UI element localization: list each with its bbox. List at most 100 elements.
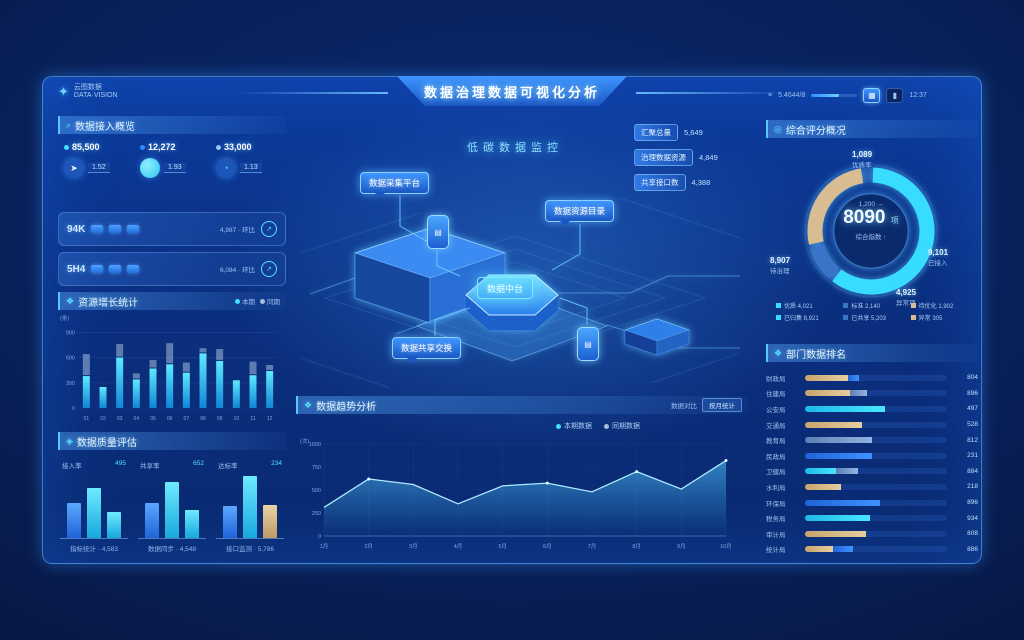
- rank-bar-track: [805, 374, 947, 381]
- rank-value: 884: [967, 467, 978, 475]
- topology-diagram: [300, 195, 740, 389]
- stat-item: 12,272 1.93: [134, 142, 210, 178]
- center-stat[interactable]: 治理数据资源 4,849: [634, 149, 718, 166]
- panel-overview-title: 数据接入概览: [75, 121, 136, 133]
- rank-row[interactable]: 教育局 812: [766, 436, 978, 446]
- rank-row[interactable]: 民政局 231: [766, 452, 978, 461]
- rank-value: 528: [967, 421, 978, 429]
- rank-row[interactable]: 审计局 808: [766, 530, 978, 539]
- rank-row[interactable]: 住建局 896: [766, 389, 978, 399]
- rank-value: 218: [967, 483, 978, 491]
- mini-bar: [223, 506, 237, 538]
- donut-legend-item[interactable]: 优质 4,021: [776, 301, 839, 310]
- trend-period-button[interactable]: 按月统计: [702, 398, 742, 412]
- app-logo: ✦ 云图数据 DATA·VISION: [58, 84, 118, 100]
- row-info: 4,987 · 环比: [219, 227, 255, 234]
- group-caption: 接口监测 · 5,786: [225, 546, 275, 553]
- stat-item: 85,500 ➤ 1.52: [58, 142, 134, 178]
- row-chip: [91, 265, 104, 273]
- rank-value: 808: [967, 530, 978, 538]
- rank-row[interactable]: 财政局 804: [766, 374, 978, 383]
- logo-text: 云图数据: [73, 84, 102, 91]
- tag-label: 数据资源目录: [554, 206, 606, 216]
- donut-legend-item[interactable]: 异常 305: [910, 313, 974, 322]
- quality-group: 共享率 652 数据同步 · 4,548: [138, 460, 206, 553]
- arrow-up-icon[interactable]: ↗: [261, 261, 277, 277]
- trend-icon[interactable]: ➤: [64, 158, 84, 178]
- svg-text:12: 12: [267, 416, 273, 422]
- rank-row[interactable]: 水利局 218: [766, 483, 978, 492]
- diagram-tag-share[interactable]: 数据共享交换: [392, 337, 462, 363]
- rank-row[interactable]: 税务局 934: [766, 514, 978, 524]
- center-stat[interactable]: 汇聚总量 5,649: [634, 124, 718, 141]
- donut-legend-item[interactable]: 已共享 5,203: [843, 313, 906, 322]
- rank-row[interactable]: 卫健局 884: [766, 467, 978, 477]
- list-item[interactable]: 5H4 6,084 · 环比 ↗: [58, 252, 286, 286]
- center-stat-value: 4,849: [699, 153, 718, 162]
- target-icon: ◎: [774, 123, 782, 134]
- title-bar: 数据治理数据可视化分析: [397, 76, 627, 106]
- diagram-tag-catalog[interactable]: 数据资源目录: [545, 200, 615, 226]
- panel-trend-title: 数据趋势分析: [316, 401, 377, 413]
- stat-subvalue: 1.93: [164, 163, 186, 173]
- mini-bar: [243, 475, 257, 538]
- rank-row[interactable]: 公安局 497: [766, 405, 978, 414]
- trend-aside: 数据对比: [671, 403, 697, 410]
- page-title: 数据治理数据可视化分析: [423, 84, 600, 100]
- group-caption: 数据同步 · 4,548: [147, 546, 197, 553]
- donut-legend-item[interactable]: 标准 2,140: [843, 301, 906, 310]
- gauge-icon[interactable]: ◔: [216, 158, 236, 178]
- legend-dot: [556, 423, 561, 429]
- rank-value: 886: [967, 545, 978, 553]
- arrow-up-icon[interactable]: ↗: [261, 221, 277, 237]
- rank-bar-track: [805, 437, 947, 444]
- svg-text:05: 05: [150, 416, 156, 422]
- stat-dot: [216, 144, 221, 150]
- trend-legend-item[interactable]: 本期数据: [556, 421, 592, 431]
- svg-text:01: 01: [84, 416, 90, 422]
- logo-subtext: DATA·VISION: [73, 92, 118, 99]
- rank-row[interactable]: 环保局 896: [766, 499, 978, 508]
- center-stat[interactable]: 共享接口数 4,388: [634, 174, 718, 191]
- rank-value: 812: [967, 436, 978, 444]
- overview-stats: 85,500 ➤ 1.52 12,272 1.93 33,000 ◔ 1.13: [58, 142, 286, 178]
- list-item[interactable]: 94K 4,987 · 环比 ↗: [58, 212, 286, 246]
- donut-legend-item[interactable]: 已归集 8,921: [776, 313, 839, 322]
- rank-bar-track: [805, 546, 947, 553]
- svg-text:6月: 6月: [543, 543, 552, 550]
- status-meter: [811, 93, 858, 97]
- svg-text:3月: 3月: [409, 543, 418, 550]
- node-pill-icon[interactable]: ▤: [427, 215, 449, 249]
- bar-legend: 本期 同期: [235, 296, 280, 306]
- svg-text:06: 06: [167, 416, 173, 422]
- title-wing-right: [636, 92, 786, 94]
- row-name: 5H4: [67, 263, 86, 275]
- row-chip: [127, 225, 140, 233]
- svg-text:10: 10: [234, 416, 240, 422]
- rank-bar-track: [805, 405, 947, 412]
- panel-trend: ❖ 数据趋势分析 数据对比 按月统计 (次) 1000 750 500 250 0 1月 2月…: [296, 396, 748, 559]
- panel-bars-title: 资源增长统计: [78, 297, 139, 309]
- rank-value: 804: [967, 374, 978, 382]
- trend-legend-item[interactable]: 同期数据: [604, 421, 640, 431]
- stat-subvalue: 1.13: [240, 163, 262, 173]
- svg-text:900: 900: [66, 330, 75, 336]
- node-pill-icon[interactable]: ▤: [577, 327, 599, 361]
- rank-bar-track: [805, 483, 947, 490]
- rank-value: 231: [967, 452, 978, 460]
- menu-icon[interactable]: ≡: [768, 91, 773, 99]
- diagram-tag-collect[interactable]: 数据采集平台: [360, 172, 430, 198]
- legend-dot: [235, 298, 240, 304]
- magnifier-icon: ⌕: [66, 119, 72, 130]
- mini-bar: [67, 502, 81, 538]
- dashboard-icon[interactable]: ▦: [863, 87, 881, 103]
- rank-row[interactable]: 统计局 886: [766, 545, 978, 555]
- trend-icon: ❖: [304, 399, 313, 410]
- hexagon-label: 数据中台: [477, 277, 534, 299]
- svg-text:2月: 2月: [364, 543, 373, 550]
- donut-legend-item[interactable]: 待优化 1,902: [910, 301, 974, 310]
- panel-quality-title: 数据质量评估: [76, 437, 137, 449]
- panel-quality: ◈ 数据质量评估 接入率 495 指标统计 · 4,583 共享率 652 数据同步 · …: [58, 432, 286, 553]
- rank-row[interactable]: 交通局 528: [766, 421, 978, 430]
- sphere-icon[interactable]: [140, 158, 160, 178]
